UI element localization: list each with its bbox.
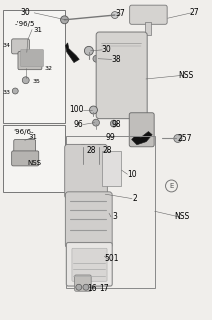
Bar: [66, 136, 155, 288]
Circle shape: [92, 119, 99, 126]
FancyBboxPatch shape: [75, 275, 91, 291]
Text: 33: 33: [3, 91, 10, 95]
Text: NSS: NSS: [27, 160, 41, 165]
Text: 30: 30: [21, 8, 31, 17]
Text: 96: 96: [74, 120, 84, 129]
FancyBboxPatch shape: [65, 192, 112, 248]
Text: ’96/6-: ’96/6-: [13, 129, 34, 134]
Text: 98: 98: [112, 120, 121, 129]
Text: 38: 38: [111, 55, 121, 64]
FancyBboxPatch shape: [18, 52, 42, 70]
Text: 100: 100: [69, 106, 83, 115]
Text: 27: 27: [190, 8, 199, 17]
Text: 35: 35: [32, 79, 40, 84]
Circle shape: [61, 16, 68, 24]
Text: 16: 16: [87, 284, 97, 293]
Circle shape: [89, 106, 98, 114]
Text: 2: 2: [132, 194, 137, 203]
Text: 31: 31: [28, 134, 37, 140]
Circle shape: [110, 120, 117, 127]
Text: 99: 99: [105, 133, 115, 142]
Bar: [3, 125, 65, 192]
Text: 28: 28: [102, 146, 112, 155]
Text: 32: 32: [45, 66, 53, 71]
Text: NSS: NSS: [175, 212, 190, 221]
Polygon shape: [132, 132, 152, 145]
Text: 31: 31: [34, 27, 43, 33]
Circle shape: [93, 55, 100, 62]
Text: 3: 3: [112, 212, 117, 221]
Circle shape: [22, 77, 29, 84]
Text: 501: 501: [105, 254, 119, 263]
FancyBboxPatch shape: [12, 39, 29, 54]
Text: 30: 30: [102, 45, 111, 54]
Bar: [145, 22, 151, 35]
Text: 10: 10: [127, 170, 137, 179]
FancyBboxPatch shape: [21, 50, 43, 67]
Text: E: E: [169, 183, 174, 189]
Text: 28: 28: [86, 146, 96, 155]
Polygon shape: [66, 43, 79, 62]
Circle shape: [96, 144, 102, 150]
Bar: [102, 150, 121, 186]
Circle shape: [111, 12, 118, 19]
Text: 37: 37: [115, 9, 125, 18]
FancyBboxPatch shape: [14, 140, 36, 153]
Circle shape: [83, 284, 89, 290]
Circle shape: [76, 284, 82, 290]
FancyBboxPatch shape: [72, 248, 107, 281]
FancyBboxPatch shape: [12, 151, 39, 166]
Circle shape: [84, 46, 93, 55]
Circle shape: [174, 134, 182, 142]
FancyBboxPatch shape: [130, 5, 167, 24]
Text: NSS: NSS: [179, 71, 194, 80]
Circle shape: [12, 88, 18, 94]
FancyBboxPatch shape: [96, 32, 147, 119]
FancyBboxPatch shape: [65, 144, 107, 198]
FancyBboxPatch shape: [66, 243, 112, 286]
FancyBboxPatch shape: [129, 113, 154, 147]
Text: 17: 17: [100, 284, 109, 293]
Circle shape: [80, 144, 86, 150]
Text: 34: 34: [2, 43, 10, 48]
Bar: [3, 10, 65, 123]
Text: -’96/5: -’96/5: [14, 21, 35, 27]
Text: 257: 257: [178, 134, 192, 143]
